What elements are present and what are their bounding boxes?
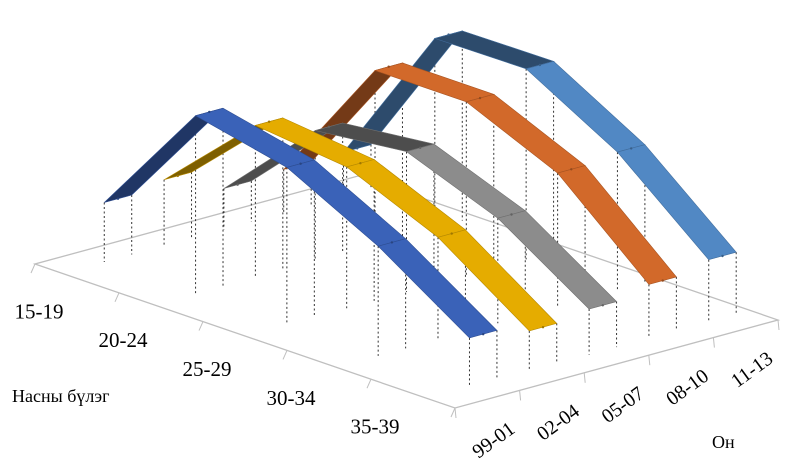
data-point <box>570 168 573 171</box>
ribbon-segment <box>616 144 737 261</box>
ribbon-segment <box>557 165 677 285</box>
data-point <box>390 241 394 244</box>
category-tick-label: 25-29 <box>183 357 232 381</box>
data-point <box>721 254 724 258</box>
data-point <box>601 304 604 307</box>
depth-tick-label: 08-10 <box>662 365 713 410</box>
data-point <box>538 63 542 67</box>
depth-tick-mark <box>712 337 715 348</box>
data-point <box>359 162 362 165</box>
ribbon-segment <box>497 210 618 310</box>
data-point <box>116 197 120 200</box>
category-tick-label: 30-34 <box>267 386 316 410</box>
data-point <box>661 279 664 282</box>
depth-tick-mark <box>454 407 457 419</box>
data-point <box>236 183 239 186</box>
series-02-04 <box>163 117 558 332</box>
category-tick-mark <box>30 263 36 274</box>
category-tick-label: 20-24 <box>99 328 148 352</box>
data-point <box>299 162 302 165</box>
depth-tick-mark <box>648 355 651 366</box>
data-point <box>447 33 450 36</box>
data-point <box>510 213 513 216</box>
category-tick-mark <box>282 350 288 360</box>
data-point <box>482 333 485 336</box>
depth-tick-mark <box>519 390 522 401</box>
data-point <box>387 65 390 68</box>
category-tick-mark <box>114 292 120 303</box>
data-point <box>267 120 271 123</box>
series-99-01 <box>104 107 498 339</box>
depth-axis-title: Он <box>712 432 735 452</box>
category-tick-labels: 15-19 20-24 25-29 30-34 35-39 <box>15 299 400 438</box>
depth-tick-label: 11-13 <box>727 348 777 393</box>
data-point <box>356 147 359 150</box>
depth-tick-label: 99-01 <box>468 418 519 463</box>
ribbon-segment <box>433 30 555 70</box>
category-tick-mark <box>366 378 372 389</box>
data-point <box>419 146 422 149</box>
data-point <box>450 232 453 235</box>
ribbon-segment <box>437 229 558 332</box>
category-tick-mark <box>450 407 456 418</box>
chart-floor <box>30 175 781 419</box>
depth-tick-mark <box>583 372 586 383</box>
depth-tick-mark <box>777 319 780 331</box>
data-point <box>478 96 482 100</box>
category-tick-label: 15-19 <box>15 299 64 323</box>
data-point <box>541 326 545 329</box>
ribbon-segment <box>377 238 498 339</box>
series-11-13 <box>342 30 737 261</box>
series-ribbons <box>104 30 737 339</box>
data-point <box>176 174 179 178</box>
category-tick-mark <box>198 321 204 331</box>
data-point <box>630 147 633 150</box>
data-point <box>327 125 331 128</box>
data-point <box>208 110 211 114</box>
depth-tick-label: 05-07 <box>598 383 649 428</box>
depth-tick-label: 02-04 <box>533 400 584 445</box>
x-axis-title: Насны бүлэг <box>12 386 109 406</box>
category-tick-label: 35-39 <box>351 415 400 439</box>
